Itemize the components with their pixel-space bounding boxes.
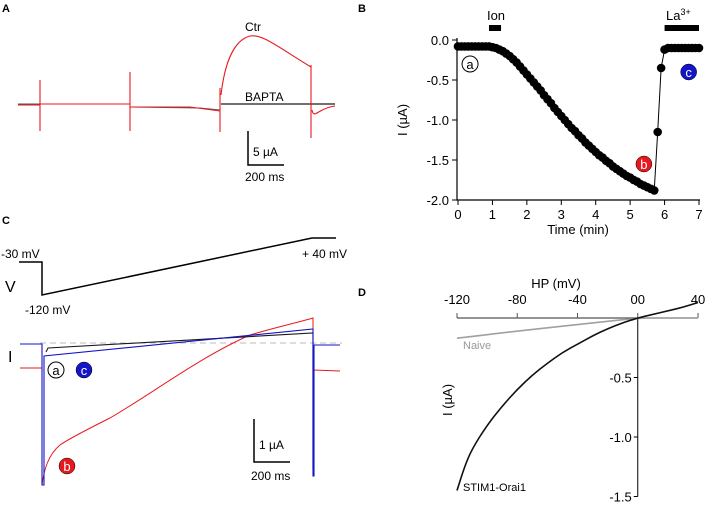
b-y-tick-label: -0.5 (427, 73, 449, 88)
v-hold-label: -30 mV (1, 247, 40, 261)
b-x-tick-label: 4 (592, 207, 599, 222)
naive-label: Naive (463, 340, 491, 352)
b-marker-a: a (461, 55, 479, 73)
b-data-point (694, 43, 704, 53)
i-label: I (8, 349, 12, 366)
panel-label-b: B (358, 3, 366, 15)
d-x-tick-label: -120 (444, 292, 470, 307)
ctr-trace (18, 35, 336, 138)
voltage-protocol (19, 237, 336, 296)
la-label: La3+ (666, 7, 691, 23)
treatment-bar (664, 25, 699, 31)
svg-text:c: c (81, 363, 88, 378)
scale-x-label-a: 200 ms (245, 170, 284, 184)
stim1-orai1-label: STIM1-Orai1 (463, 482, 526, 494)
scale-y-label-c: 1 µA (259, 438, 284, 452)
b-x-tick-label: 6 (661, 207, 668, 222)
scale-bar-c (253, 419, 290, 463)
treatment-bar (488, 25, 502, 31)
b-marker-circle (635, 155, 653, 173)
d-x-tick-label: 00 (631, 292, 645, 307)
scale-y-label-a: 5 µA (253, 145, 278, 159)
b-x-axis-label: Time (min) (547, 222, 609, 237)
panel-label-c: C (2, 215, 10, 227)
svg-text:b: b (63, 459, 70, 474)
svg-text:a: a (52, 363, 60, 378)
b-marker-text: a (466, 57, 474, 72)
b-x-tick-label: 0 (454, 207, 461, 222)
trace-c (20, 328, 340, 486)
b-x-tick-label: 1 (489, 207, 496, 222)
d-y-tick-label: -1.5 (609, 490, 631, 505)
b-y-tick-label: -1.5 (427, 153, 449, 168)
b-marker-c: c (680, 63, 697, 81)
bapta-label: BAPTA (245, 90, 283, 104)
b-y-tick-label: -1.0 (427, 113, 449, 128)
b-y-tick-label: 0.0 (431, 33, 449, 48)
panel-label-a: A (2, 3, 10, 15)
d-y-tick-label: -1.0 (609, 430, 631, 445)
trace-b (20, 317, 341, 486)
scale-bar-a (247, 131, 284, 166)
b-marker-text: b (640, 157, 647, 172)
b-x-tick-label: 3 (558, 207, 565, 222)
d-y-axis-label: I (µA) (440, 384, 455, 416)
ion-label: Ion (487, 8, 505, 23)
b-marker-b: b (635, 155, 653, 173)
b-y-axis-label: I (µA) (395, 104, 410, 136)
b-x-tick-label: 5 (627, 207, 634, 222)
panel-a: A Ctr BAPTA 5 µA 200 ms (2, 3, 336, 184)
b-x-tick-label: 7 (695, 207, 702, 222)
b-data-point (653, 127, 662, 137)
d-x-tick-label: -40 (568, 292, 587, 307)
v-max-label: + 40 mV (302, 247, 347, 261)
v-label: V (5, 279, 16, 296)
ctr-label: Ctr (245, 20, 261, 34)
panel-b: B Time (min) I (µA) Ion La3+ 0 1 2 3 4 5 6 7 0.0… (358, 3, 704, 237)
b-marker-circle (680, 63, 697, 81)
panel-d: D HP (mV) I (µA) Naive STIM1-Orai1 -120 -… (358, 276, 705, 505)
d-series-stim1-orai1 (456, 301, 699, 491)
scale-x-label-c: 200 ms (251, 469, 290, 483)
b-y-tick-label: -2.0 (427, 193, 449, 208)
b-marker-text: c (685, 65, 692, 80)
marker-a: a (47, 361, 65, 379)
panel-label-d: D (358, 287, 366, 299)
b-x-tick-label: 2 (523, 207, 530, 222)
d-x-tick-label: -80 (508, 292, 527, 307)
v-min-label: -120 mV (25, 303, 70, 317)
b-axes (456, 38, 700, 201)
b-data-point (649, 186, 659, 195)
marker-c: c (75, 361, 93, 379)
d-x-axis-label: HP (mV) (531, 276, 581, 291)
panel-c: C -30 mV V -120 mV + 40 mV I a c b 1 µA … (1, 215, 347, 486)
b-data-point (656, 63, 666, 73)
d-series-naive (456, 317, 698, 340)
marker-b: b (58, 457, 76, 475)
b-marker-circle (461, 55, 479, 73)
d-y-tick-label: -0.5 (609, 371, 631, 386)
